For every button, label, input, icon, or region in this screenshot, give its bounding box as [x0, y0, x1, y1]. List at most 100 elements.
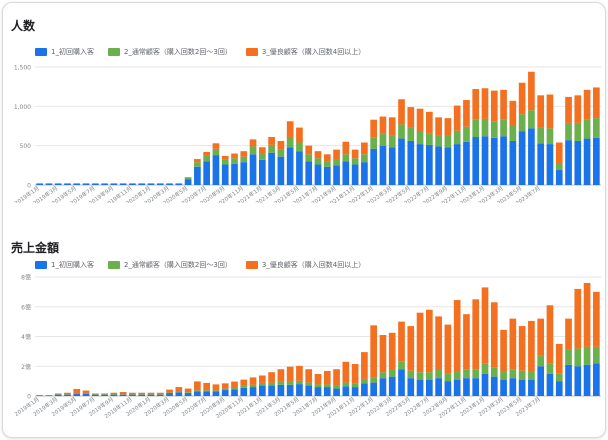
bar-segment — [268, 152, 275, 185]
bar-segment — [333, 165, 340, 185]
bar-segment — [129, 394, 136, 395]
bar-segment — [45, 395, 53, 396]
bar-segment — [388, 369, 396, 377]
bar-segment — [342, 386, 350, 396]
bar-segment — [333, 385, 340, 389]
bar-segment — [147, 392, 155, 395]
bar-segment — [472, 378, 480, 396]
bar-segment — [175, 183, 183, 185]
bar-segment — [565, 122, 572, 141]
customer-count-panel: 人数 1_初回購入客 2_通常顧客（購入回数2回～3回） 3_優良顧客（購入回数… — [3, 3, 605, 203]
bar-segment — [305, 385, 313, 396]
bar-segment — [593, 118, 600, 138]
bar-segment — [398, 124, 405, 139]
bar-segment — [435, 135, 442, 147]
legend-label: 2_通常顧客（購入回数2回～3回） — [123, 48, 232, 56]
bar-segment — [119, 394, 127, 395]
bar-segment — [546, 305, 554, 364]
bar-segment — [240, 156, 248, 163]
bar-segment — [212, 143, 220, 149]
bar-segment — [54, 394, 62, 396]
bar-segment — [351, 158, 359, 165]
y-tick-label: 1,500 — [14, 65, 31, 72]
bar-segment — [537, 95, 545, 128]
bar-segment — [565, 140, 572, 185]
bar-segment — [528, 320, 535, 372]
legend-item[interactable]: 3_優良顧客（購入回数4回以上） — [245, 47, 366, 57]
legend-item[interactable]: 2_通常顧客（購入回数2回～3回） — [107, 260, 232, 270]
bar-segment — [416, 312, 424, 373]
bar-segment — [555, 142, 563, 163]
bar-segment — [583, 346, 591, 365]
bar-segment — [54, 183, 62, 185]
bar-segment — [481, 363, 489, 374]
bar-segment — [147, 394, 155, 395]
bar-segment — [546, 144, 554, 185]
bar-segment — [138, 394, 146, 396]
legend-item[interactable]: 3_優良顧客（購入回数4回以上） — [245, 260, 365, 270]
bar-segment — [481, 287, 489, 364]
bar-segment — [370, 325, 378, 378]
y-tick-label: 4億 — [21, 333, 31, 341]
legend-item[interactable]: 2_通常顧客（購入回数2回～3回） — [107, 47, 232, 57]
bar-segment — [509, 126, 517, 141]
legend-item[interactable]: 1_初回購入客 — [35, 260, 94, 270]
bar-segment — [54, 394, 62, 395]
bar-segment — [555, 162, 563, 171]
bar-segment — [323, 166, 331, 185]
bar-segment — [314, 373, 322, 385]
legend-item[interactable]: 1_初回購入客 — [35, 47, 94, 57]
bar-segment — [286, 121, 294, 138]
bar-segment — [379, 378, 387, 396]
bar-segment — [370, 382, 378, 396]
bar-segment — [296, 384, 303, 396]
bar-segment — [509, 369, 517, 379]
bar-segment — [166, 392, 173, 394]
bar-segment — [110, 183, 118, 185]
bar-segment — [129, 183, 136, 185]
bar-segment — [398, 99, 405, 125]
y-tick-label: 2億 — [21, 363, 31, 371]
bar-segment — [528, 379, 535, 396]
bar-segment — [203, 391, 210, 396]
bar-segment — [593, 346, 600, 364]
bar-segment — [583, 89, 591, 120]
legend-swatch — [107, 261, 120, 269]
bar-segment — [91, 394, 99, 395]
bar-segment — [453, 300, 461, 372]
bar-segment — [249, 377, 257, 385]
bar-segment — [110, 394, 118, 395]
bar-segment — [528, 110, 535, 129]
bar-segment — [91, 183, 99, 185]
y-tick-label: 0 — [27, 183, 31, 190]
legend-label: 3_優良顧客（購入回数4回以上） — [261, 48, 366, 56]
bar-segment — [64, 394, 71, 396]
bar-segment — [583, 119, 591, 139]
bar-segment — [472, 89, 480, 120]
bar-segment — [518, 370, 526, 380]
bar-segment — [231, 389, 238, 396]
bar-segment — [416, 372, 424, 380]
bar-segment — [268, 144, 275, 153]
bar-segment — [444, 381, 452, 396]
bar-segment — [54, 393, 62, 395]
bar-segment — [528, 128, 535, 185]
bar-segment — [194, 166, 201, 185]
bar-segment — [305, 369, 313, 383]
bar-segment — [194, 162, 201, 167]
bar-segment — [221, 390, 229, 396]
bar-segment — [110, 392, 118, 395]
bar-segment — [82, 393, 90, 396]
bar-segment — [36, 395, 43, 396]
bar-segment — [453, 130, 461, 145]
bar-segment — [296, 127, 303, 143]
bar-segment — [249, 139, 257, 147]
bar-segment — [323, 371, 331, 385]
bar-segment — [101, 394, 108, 395]
bar-segment — [574, 288, 582, 349]
bar-segment — [583, 138, 591, 185]
bar-segment — [175, 391, 183, 393]
bar-segment — [110, 394, 118, 396]
bar-segment — [203, 390, 210, 392]
bar-segment — [407, 127, 415, 141]
